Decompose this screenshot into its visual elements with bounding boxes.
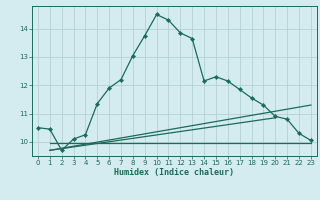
X-axis label: Humidex (Indice chaleur): Humidex (Indice chaleur) (115, 168, 234, 177)
